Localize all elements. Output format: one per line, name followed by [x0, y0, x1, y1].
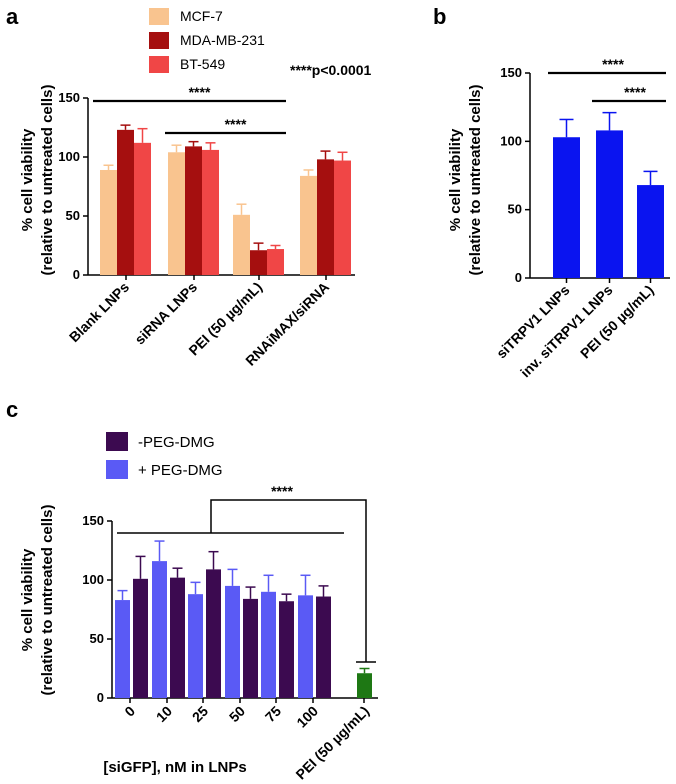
panel-b-significance-label: ****: [602, 56, 624, 72]
panel-c-x-tick-label: 75: [262, 703, 284, 725]
panel-c-y-tick-label: 50: [90, 631, 104, 646]
panel-c-ylabel-line1: % cell viability: [19, 548, 36, 651]
panel-c-x-tick-label: 0: [121, 703, 138, 720]
panel-a-legend-swatch: [149, 32, 169, 49]
panel-a-bar: [185, 146, 202, 275]
panel-c-bar: [225, 585, 240, 698]
panel-b-bar: [596, 130, 623, 278]
panel-a-legend-label: MCF-7: [180, 8, 223, 24]
panel-a-x-tick-label: Blank LNPs: [66, 279, 132, 345]
panel-c-bar: [316, 596, 331, 698]
panel-c-legend-swatch: [106, 460, 128, 479]
panel-c-label: c: [6, 397, 18, 422]
panel-b-y-tick-label: 100: [500, 133, 522, 148]
panel-a-ylabel-line2: (relative to untreated cells): [39, 85, 56, 276]
panel-a-bar: [202, 149, 219, 275]
panel-a-bar: [250, 250, 267, 275]
panel-b-x-tick-label: PEI (50 µg/mL): [577, 282, 657, 362]
panel-c-y-tick-label: 100: [82, 572, 104, 587]
panel-c-bar: [261, 591, 276, 698]
panel-c-bar: [133, 578, 148, 698]
panel-b-ylabel-line2: (relative to untreated cells): [467, 85, 484, 276]
panel-a-pvalue-annotation: ****p<0.0001: [290, 62, 372, 78]
panel-b-bar: [553, 137, 580, 278]
panel-c-significance-label: ****: [271, 483, 293, 499]
panel-a-chart: % cell viability (relative to untreated …: [19, 8, 372, 369]
panel-a-x-tick-label: siRNA LNPs: [131, 279, 200, 348]
panel-c-y-tick-label: 0: [97, 690, 104, 705]
panel-a-y-tick-label: 0: [73, 267, 80, 282]
panel-b-label: b: [433, 4, 446, 29]
panel-a-y-tick-label: 50: [66, 208, 80, 223]
panel-a-y-tick-label: 150: [58, 90, 80, 105]
panel-a-legend-swatch: [149, 8, 169, 25]
panel-b-significance-label: ****: [624, 84, 646, 100]
panel-c-legend-swatch: [106, 432, 128, 451]
panel-a-bar: [267, 249, 284, 275]
panel-c-legend-label: + PEG-DMG: [138, 462, 223, 479]
panel-b-bar: [637, 185, 664, 278]
panel-c-bar: [170, 577, 185, 698]
panel-b-y-tick-label: 50: [508, 202, 522, 217]
panel-a-bar: [233, 214, 250, 275]
panel-c-xlabel: [siGFP], nM in LNPs: [103, 759, 246, 776]
panel-a-significance-label: ****: [225, 116, 247, 132]
panel-a-significance-label: ****: [189, 84, 211, 100]
panel-c-y-tick-label: 150: [82, 513, 104, 528]
panel-a-ylabel-line1: % cell viability: [19, 128, 36, 231]
panel-c-x-tick-label: 25: [189, 703, 211, 725]
panel-c-bar: [152, 561, 167, 698]
panel-b-y-tick-label: 0: [515, 270, 522, 285]
panel-c-bar: [279, 601, 294, 698]
panel-a-bar: [134, 142, 151, 275]
panel-b-chart: % cell viability (relative to untreated …: [447, 56, 670, 380]
panel-a-bar: [117, 129, 134, 275]
panel-c-significance-bracket: [210, 499, 367, 662]
panel-a-bar: [300, 175, 317, 275]
panel-c-bar: [188, 594, 203, 698]
panel-a-legend-swatch: [149, 56, 169, 73]
panel-b-y-tick-label: 150: [500, 65, 522, 80]
panel-a-label: a: [6, 4, 19, 29]
panel-c-bar: [206, 569, 221, 698]
panel-b-ylabel-line1: % cell viability: [447, 128, 464, 231]
panel-c-ylabel-line2: (relative to untreated cells): [39, 505, 56, 696]
panel-b-x-tick-label: siTRPV1 LNPs: [493, 282, 573, 362]
panel-c-x-tick-label: 50: [226, 703, 248, 725]
panel-c-x-tick-label: 100: [293, 703, 321, 731]
panel-a-legend-label: MDA-MB-231: [180, 32, 265, 48]
panel-c-bar-pei: [357, 673, 372, 698]
panel-c-bar: [243, 598, 258, 698]
panel-a-bar: [100, 169, 117, 275]
panel-c-bar: [115, 600, 130, 698]
panel-c-chart: % cell viability (relative to untreated …: [19, 432, 378, 783]
panel-a-bar: [168, 152, 185, 275]
panel-a-bar: [334, 160, 351, 275]
panel-a-legend-label: BT-549: [180, 56, 225, 72]
panel-a-bar: [317, 159, 334, 275]
panel-c-bar: [298, 595, 313, 698]
panel-c-legend-label: -PEG-DMG: [138, 434, 215, 451]
panel-c-x-tick-label: 10: [153, 703, 175, 725]
panel-a-y-tick-label: 100: [58, 149, 80, 164]
